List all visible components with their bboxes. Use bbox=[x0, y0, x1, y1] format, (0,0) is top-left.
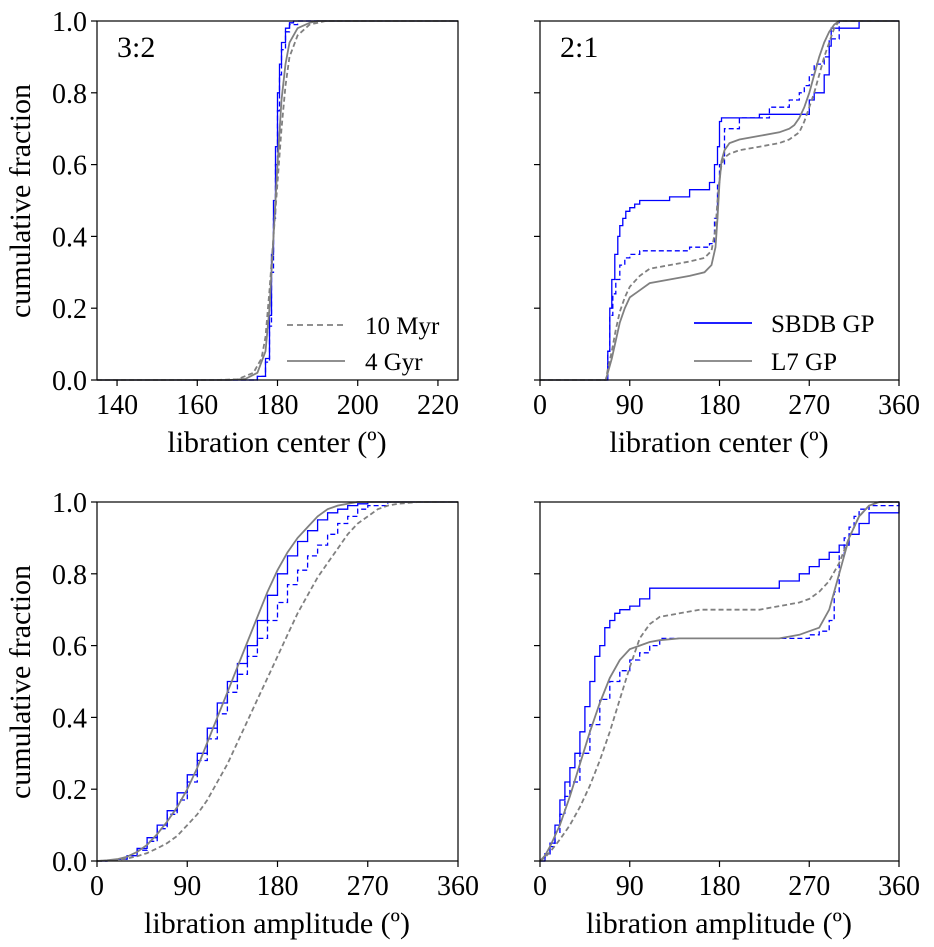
resonance-annotation-3-2: 3:2 bbox=[117, 31, 155, 64]
ticks-top-right: 0 90 180 270 360 bbox=[533, 20, 920, 421]
y-tick-label-0-6: 0.6 bbox=[52, 151, 87, 182]
y-tick-label-0: 0.0 bbox=[52, 847, 87, 878]
x-tick-label-90: 90 bbox=[616, 871, 644, 902]
y-tick-label-0-6: 0.6 bbox=[52, 632, 87, 663]
x-tick-label-180: 180 bbox=[699, 871, 741, 902]
x-axis-label-bottom-right: libration amplitude (º) bbox=[586, 907, 852, 940]
series-line-l7-gp-4-gyr bbox=[97, 20, 458, 381]
ticks-bottom-left: 0 90 180 270 360 0.0 0.2 0.4 0.6 0.8 1.0 bbox=[52, 488, 479, 902]
y-tick-label-0-8: 0.8 bbox=[52, 560, 87, 591]
x-tick-label-0: 0 bbox=[533, 390, 547, 421]
x-tick-label-180: 180 bbox=[257, 871, 299, 902]
panel-bottom-right: 0 90 180 270 360 libration amplitude (º) bbox=[533, 501, 920, 940]
series-line-l7-gp-10-myr bbox=[96, 501, 458, 862]
x-tick-label-220: 220 bbox=[417, 390, 459, 421]
series-line-sbdb-gp-4-gyr bbox=[97, 20, 458, 381]
plot-area-bottom-left bbox=[96, 501, 458, 862]
x-tick-label-360: 360 bbox=[437, 871, 479, 902]
y-tick-label-0-4: 0.4 bbox=[52, 222, 87, 253]
y-tick-label-0-4: 0.4 bbox=[52, 703, 87, 734]
resonance-annotation-2-1: 2:1 bbox=[560, 31, 598, 64]
y-axis-label-bottom: cumulative fraction bbox=[4, 565, 37, 799]
y-tick-label-0-2: 0.2 bbox=[52, 775, 87, 806]
plot-area-top-right bbox=[540, 20, 899, 381]
legend-label-sbdb: SBDB GP bbox=[771, 311, 875, 338]
y-tick-label-1: 1.0 bbox=[52, 7, 87, 38]
x-tick-label-270: 270 bbox=[347, 871, 389, 902]
x-tick-label-90: 90 bbox=[173, 871, 201, 902]
plot-area-top-left bbox=[97, 20, 458, 381]
x-axis-label-bottom-left: libration amplitude (º) bbox=[144, 907, 410, 940]
x-axis-label-top-left: libration center (º) bbox=[167, 426, 386, 459]
series-line-sbdb-gp-4-gyr bbox=[540, 502, 900, 862]
legend-source: SBDB GP L7 GP bbox=[694, 311, 875, 376]
y-axis-label-top: cumulative fraction bbox=[4, 84, 37, 318]
ticks-top-left: 140 160 180 200 220 0.0 0.2 0.4 0.6 0.8 1.0 bbox=[52, 7, 459, 421]
x-tick-label-270: 270 bbox=[788, 871, 830, 902]
legend-time: 10 Myr 4 Gyr bbox=[287, 313, 440, 376]
x-tick-label-360: 360 bbox=[878, 390, 920, 421]
legend-label-10myr: 10 Myr bbox=[365, 313, 440, 340]
x-tick-label-160: 160 bbox=[176, 390, 218, 421]
ticks-bottom-right: 0 90 180 270 360 bbox=[533, 501, 920, 902]
x-axis-label-top-right: libration center (º) bbox=[609, 426, 828, 459]
x-tick-label-140: 140 bbox=[96, 390, 138, 421]
x-tick-label-0: 0 bbox=[90, 871, 104, 902]
panel-top-left: 140 160 180 200 220 0.0 0.2 0.4 0.6 0.8 1.0 3:2 li… bbox=[4, 7, 459, 459]
panel-top-right: 0 90 180 270 360 2:1 libration center (º) SB… bbox=[533, 20, 920, 459]
series-line-sbdb-gp-10-myr bbox=[540, 20, 899, 381]
y-tick-label-1: 1.0 bbox=[52, 488, 87, 519]
plot-area-bottom-right bbox=[539, 501, 900, 862]
panel-bottom-left: 0 90 180 270 360 0.0 0.2 0.4 0.6 0.8 1.0 libration… bbox=[4, 488, 479, 940]
x-tick-label-0: 0 bbox=[533, 871, 547, 902]
x-tick-label-200: 200 bbox=[337, 390, 379, 421]
series-line-l7-gp-4-gyr bbox=[540, 20, 899, 381]
x-tick-label-90: 90 bbox=[616, 390, 644, 421]
y-tick-label-0-8: 0.8 bbox=[52, 79, 87, 110]
y-tick-label-0-2: 0.2 bbox=[52, 294, 87, 325]
x-tick-label-180: 180 bbox=[257, 390, 299, 421]
series-line-l7-gp-4-gyr bbox=[96, 501, 458, 862]
series-line-l7-gp-10-myr bbox=[540, 20, 899, 381]
legend-label-4gyr: 4 Gyr bbox=[365, 349, 423, 376]
legend-label-l7: L7 GP bbox=[771, 349, 837, 376]
x-tick-label-360: 360 bbox=[878, 871, 920, 902]
x-tick-label-270: 270 bbox=[788, 390, 830, 421]
x-tick-label-180: 180 bbox=[699, 390, 741, 421]
series-line-sbdb-gp-4-gyr bbox=[540, 20, 899, 381]
series-line-l7-gp-10-myr bbox=[539, 501, 899, 862]
series-line-l7-gp-4-gyr bbox=[539, 501, 899, 862]
y-tick-label-0: 0.0 bbox=[52, 366, 87, 397]
